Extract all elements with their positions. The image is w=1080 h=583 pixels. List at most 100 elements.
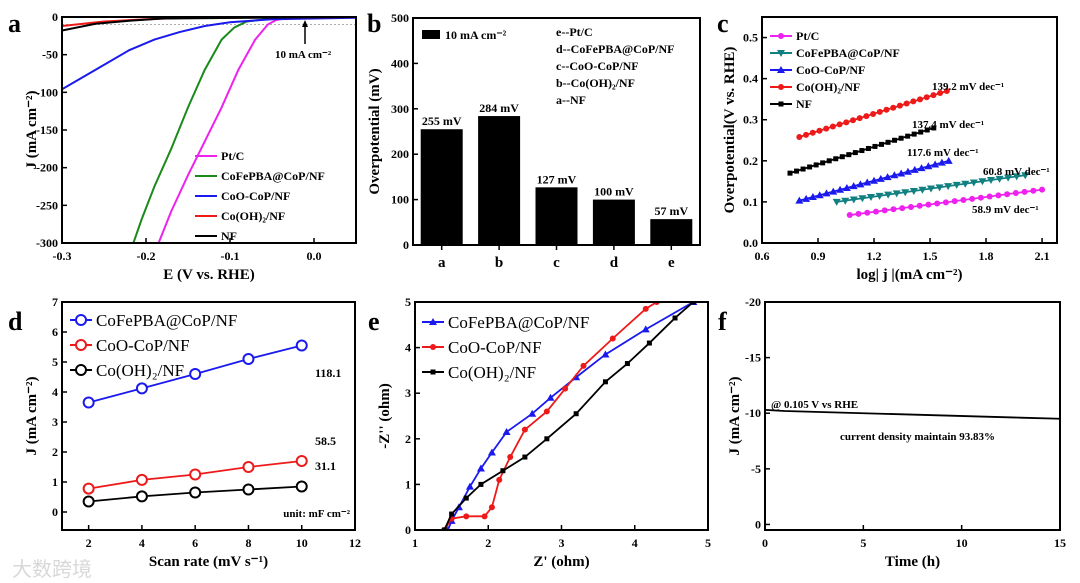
- data-point: [883, 173, 892, 181]
- data-point: [944, 183, 953, 191]
- data-point: [641, 325, 650, 333]
- y-tick-label: 4: [405, 341, 411, 355]
- x-tick-label: 10: [956, 536, 968, 550]
- data-point: [189, 468, 202, 481]
- data-point: [910, 98, 917, 105]
- data-point: [866, 194, 875, 202]
- data-point: [884, 191, 893, 199]
- x-tick-label: 4: [632, 536, 638, 550]
- data-point: [849, 117, 856, 124]
- data-point: [822, 189, 831, 197]
- x-axis-label: E (V vs. RHE): [163, 267, 254, 283]
- data-point: [488, 504, 495, 511]
- series-line: [62, 17, 356, 91]
- panel-c: c 0.0 0.1 0.2 0.3 0.4 0.5 0.6 0.9 1.2 1.5 1.8 2.1 log…: [717, 9, 1058, 283]
- data-point: [878, 141, 884, 147]
- data-point: [925, 201, 932, 208]
- panel-label: e: [368, 307, 380, 336]
- annotation: @ 0.105 V vs RHE: [771, 399, 858, 411]
- data-point: [898, 135, 904, 141]
- x-tick-label: -0.1: [221, 249, 240, 263]
- key-item: e--Pt/C: [556, 25, 593, 39]
- data-point: [978, 178, 987, 186]
- bar-data-label: 57 mV: [654, 204, 688, 218]
- data-point: [826, 158, 832, 164]
- data-point: [918, 186, 927, 194]
- plot-frame: [764, 301, 1061, 531]
- legend-label: NF: [221, 229, 237, 243]
- data-point: [815, 191, 824, 199]
- data-point: [881, 207, 888, 214]
- data-point: [823, 125, 830, 132]
- y-tick-label: 4: [52, 385, 58, 399]
- data-point: [842, 183, 851, 191]
- panel-label: d: [8, 307, 23, 336]
- data-point: [995, 175, 1004, 183]
- data-point: [969, 179, 978, 187]
- data-point: [905, 133, 911, 139]
- data-point: [931, 160, 940, 168]
- data-point: [787, 170, 793, 176]
- data-point: [843, 119, 850, 126]
- x-category-label: d: [610, 255, 619, 271]
- data-point: [876, 174, 885, 182]
- data-point: [897, 169, 906, 177]
- panel-label: f: [718, 307, 727, 336]
- data-point: [672, 315, 678, 321]
- data-point: [864, 209, 871, 216]
- data-point: [841, 197, 850, 205]
- data-point: [935, 184, 944, 192]
- data-point: [986, 193, 993, 200]
- plot-frame: [761, 16, 1058, 244]
- data-point: [295, 455, 308, 467]
- data-point: [917, 164, 926, 172]
- y-axis-label: J (mA cm⁻²): [24, 376, 40, 455]
- data-point: [883, 106, 890, 113]
- x-axis-label: log| j |(mA cm⁻²): [856, 267, 962, 283]
- data-point: [642, 305, 649, 312]
- data-point: [809, 129, 816, 136]
- data-point: [977, 194, 984, 201]
- bar-data-label: 127 mV: [537, 172, 577, 186]
- data-point: [856, 180, 865, 188]
- data-point: [846, 212, 853, 219]
- data-point: [1021, 188, 1028, 195]
- x-tick-label: 1.2: [867, 249, 882, 263]
- data-point: [543, 408, 550, 415]
- data-point: [690, 302, 696, 305]
- x-tick-label: 0.6: [755, 249, 770, 263]
- data-point: [903, 100, 910, 107]
- x-tick-label: 1: [412, 536, 418, 550]
- data-point: [836, 185, 845, 193]
- annotation: current density maintain 93.83%: [840, 431, 995, 443]
- data-point: [808, 193, 817, 201]
- legend-label: Co(OH)₂/NF: [448, 363, 536, 382]
- series-line: [765, 408, 1060, 420]
- x-tick-label: 1.5: [923, 249, 938, 263]
- data-point: [441, 527, 447, 530]
- data-point: [859, 148, 865, 154]
- plot-frame: [61, 301, 356, 531]
- plot-frame: [412, 17, 701, 246]
- data-point: [242, 461, 255, 473]
- x-tick-label: 5: [705, 536, 711, 550]
- legend-marker: [429, 318, 437, 325]
- panel-a: a 0 -50 -100 -150 -200 -250 -300-0.3 -0.2 -0.1 0.0…: [8, 9, 357, 283]
- data-point: [926, 185, 935, 193]
- data-point: [1004, 191, 1011, 198]
- data-point: [189, 486, 202, 499]
- panel-label: b: [367, 9, 381, 38]
- legend-marker: [777, 66, 785, 73]
- data-point: [924, 162, 933, 170]
- y-axis-label: -Z'' (ohm): [377, 383, 393, 448]
- annotation: 60.8 mV dec⁻¹: [983, 166, 1050, 178]
- legend-label: CoFePBA@CoP/NF: [448, 313, 589, 332]
- data-point: [839, 154, 845, 160]
- data-point: [876, 108, 883, 115]
- data-point: [872, 143, 878, 149]
- data-point: [481, 513, 488, 520]
- panel-label: a: [8, 9, 21, 38]
- bar-data-label: 284 mV: [479, 101, 519, 115]
- data-point: [803, 131, 810, 138]
